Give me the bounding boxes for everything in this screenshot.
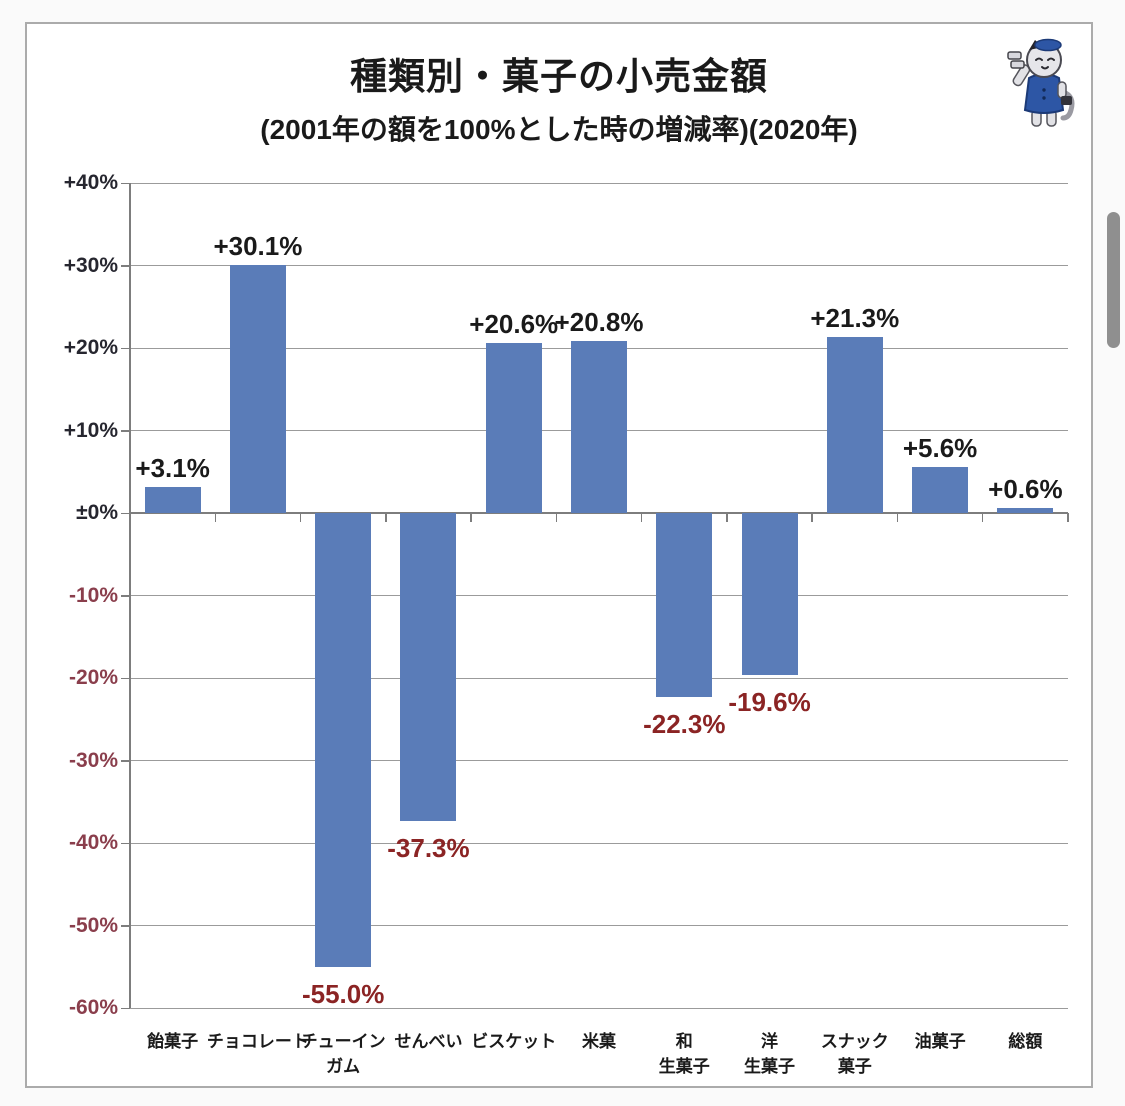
- y-tick: [121, 595, 130, 597]
- data-label-9: +21.3%: [810, 303, 900, 334]
- y-axis-line: [129, 183, 131, 1008]
- y-tick-label: -30%: [68, 748, 118, 772]
- gridline: [130, 595, 1068, 596]
- category-label-5: ビスケット: [471, 1032, 557, 1051]
- category-label-1: 飴菓子: [147, 1032, 199, 1051]
- category-label-4: せんべい: [394, 1032, 463, 1051]
- category-label-7: 和 生菓子: [658, 1032, 710, 1076]
- category-tick: [896, 513, 899, 522]
- category-label-10: 油菓子: [914, 1032, 966, 1051]
- gridline: [130, 677, 1068, 679]
- y-tick-label: -50%: [68, 913, 118, 937]
- y-tick-label: -20%: [68, 666, 118, 689]
- y-tick: [121, 265, 130, 267]
- y-tick-label: +20%: [63, 336, 118, 359]
- gridline: [130, 182, 1068, 184]
- category-tick: [640, 513, 643, 522]
- gridline: [130, 842, 1068, 844]
- data-label-1: +3.1%: [135, 453, 210, 484]
- y-tick: [121, 1007, 130, 1009]
- plot-area: +40% +30% +20% +10% ±0% -10% -20% -30% -40% -50% -…: [27, 24, 1091, 1086]
- gridline: [130, 760, 1068, 761]
- y-tick-label: +40%: [63, 171, 118, 194]
- chart-title: 種類別・菓子の小売金額: [350, 56, 768, 97]
- bar-4: [400, 513, 457, 821]
- category-label-11: 総額: [1008, 1032, 1043, 1051]
- chart-subtitle: (2001年の額を100%とした時の増減率)(2020年): [260, 114, 858, 145]
- y-tick-label: -60%: [68, 996, 118, 1019]
- y-tick-label: -40%: [68, 831, 118, 854]
- bar-2: [229, 264, 286, 513]
- bar-5: [485, 343, 542, 513]
- category-label-8: 洋 生菓子: [744, 1032, 796, 1076]
- bar-7: [656, 513, 713, 697]
- y-tick-label: +30%: [63, 253, 118, 277]
- scrollbar-thumb[interactable]: [1107, 212, 1120, 348]
- gridline: [130, 925, 1068, 926]
- bar-10: [912, 466, 969, 513]
- data-label-11: +0.6%: [988, 474, 1063, 505]
- data-label-5: +20.6%: [469, 309, 559, 340]
- y-tick: [121, 347, 130, 349]
- y-tick: [121, 760, 130, 762]
- category-tick: [1067, 513, 1069, 522]
- y-tick: [121, 925, 130, 927]
- bar-9: [826, 337, 883, 513]
- category-tick: [129, 513, 131, 522]
- gridline: [130, 1007, 1068, 1009]
- category-tick: [385, 513, 387, 522]
- category-label-9: スナック 菓子: [820, 1032, 889, 1076]
- y-tick-label: -10%: [68, 583, 118, 607]
- bar-1: [144, 487, 201, 513]
- category-tick: [981, 513, 984, 522]
- category-label-3: チューイン ガム: [300, 1032, 386, 1076]
- category-tick: [299, 513, 302, 522]
- y-tick: [121, 182, 130, 184]
- chart-frame: 種類別・菓子の小売金額 (2001年の額を100%とした時の増減率)(2020年…: [25, 22, 1093, 1088]
- data-label-7: -22.3%: [643, 708, 726, 739]
- y-tick: [121, 512, 130, 514]
- y-tick: [121, 842, 130, 844]
- data-label-10: +5.6%: [902, 432, 978, 463]
- mascot-cat-icon: [1005, 34, 1083, 134]
- data-label-3: -55.0%: [301, 978, 385, 1009]
- bar-8: [741, 513, 798, 675]
- y-tick-label: ±0%: [76, 501, 118, 524]
- category-tick: [555, 513, 558, 522]
- data-label-6: +20.8%: [554, 307, 644, 338]
- gridline: [130, 265, 1068, 266]
- category-label-6: 米菓: [582, 1032, 616, 1051]
- y-tick: [121, 677, 130, 679]
- category-tick: [726, 513, 728, 522]
- y-tick: [121, 430, 130, 432]
- category-tick: [811, 513, 813, 522]
- category-tick: [470, 513, 472, 522]
- data-label-2: +30.1%: [213, 230, 303, 261]
- bar-6: [571, 341, 627, 513]
- bar-11: [997, 508, 1054, 513]
- data-label-4: -37.3%: [387, 832, 470, 863]
- x-axis-line: [130, 512, 1068, 514]
- data-label-8: -19.6%: [728, 686, 811, 717]
- category-tick: [214, 513, 217, 522]
- category-label-2: チョコレート: [206, 1032, 309, 1051]
- y-tick-label: +10%: [63, 418, 118, 442]
- bar-3: [315, 513, 372, 967]
